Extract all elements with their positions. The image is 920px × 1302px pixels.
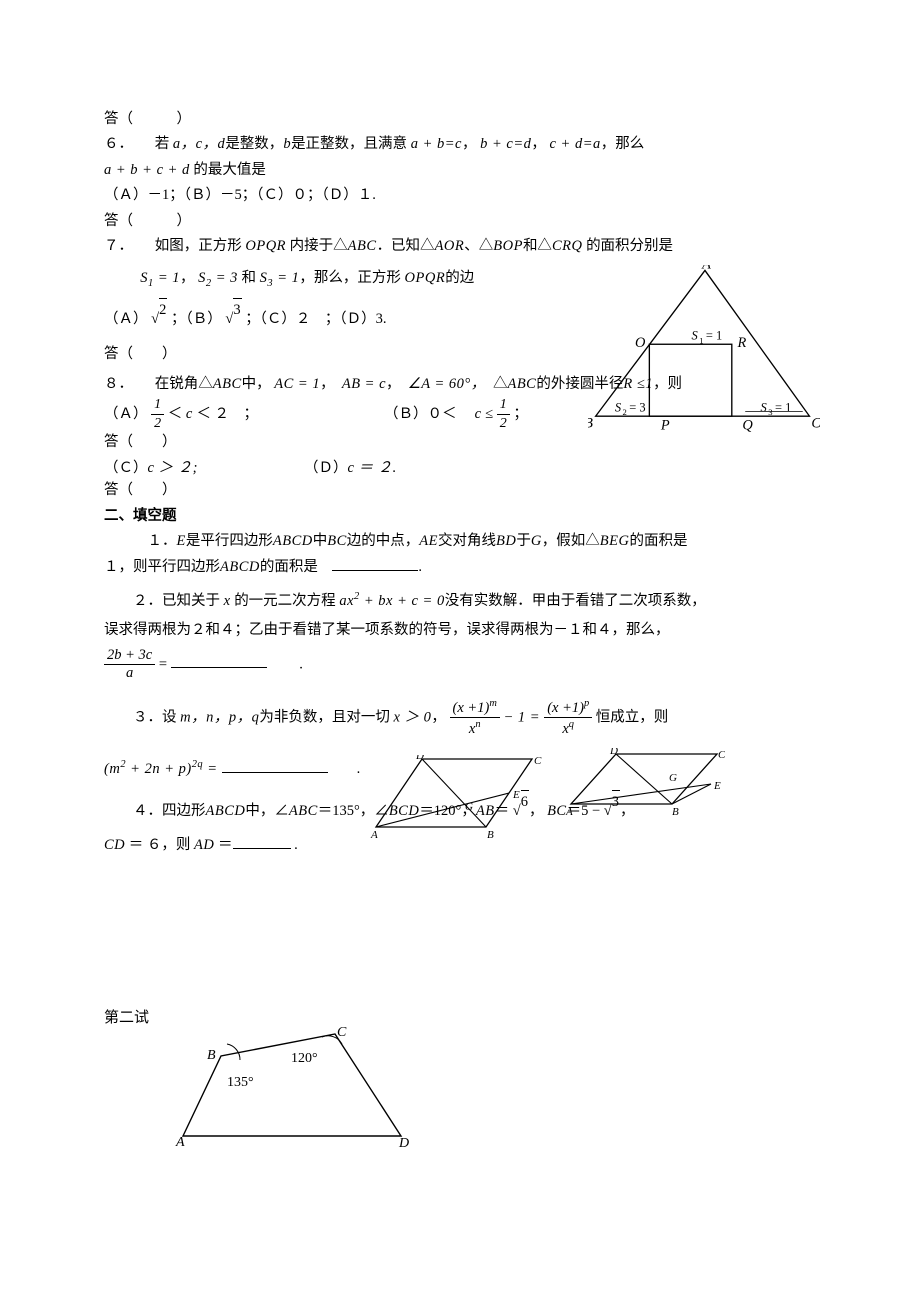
- test2-heading: 第二试: [104, 859, 822, 1030]
- fillq1-line2: １，则平行四边形ABCD的面积是 .: [104, 556, 822, 578]
- exam-page: 答（ ） ６． 若 a，c，d是整数，b是正整数，且满意 a + b=c， b …: [0, 0, 920, 1302]
- q6-no: ６．: [104, 136, 126, 152]
- frac-x1m-xn: (x +1)m xn: [450, 699, 500, 738]
- root-icon: √3: [225, 307, 241, 330]
- svg-text:G: G: [669, 772, 677, 784]
- svg-text:B: B: [487, 829, 494, 839]
- svg-text:B: B: [588, 416, 593, 432]
- svg-text:B: B: [207, 1048, 216, 1063]
- q5-answer-line: 答（ ）: [104, 108, 822, 130]
- q8-choice-c: （Ｃ）c ＞ ２;: [104, 457, 304, 479]
- svg-text:A: A: [175, 1135, 185, 1148]
- svg-text:A: A: [701, 265, 711, 273]
- fillq3-no: ３．: [133, 710, 162, 726]
- svg-text:S: S: [761, 400, 768, 414]
- svg-text:= 1: = 1: [775, 400, 791, 414]
- q7-line1: ７． 如图，正方形 OPQR 内接于△ABC．已知△AOR、△BOP和△CRQ …: [104, 235, 822, 257]
- svg-text:A: A: [565, 806, 573, 816]
- svg-text:D: D: [398, 1136, 409, 1148]
- svg-text:3: 3: [768, 407, 772, 417]
- q6-choices: （Ａ）－1；（Ｂ）－5；（Ｃ）０；（Ｄ）１.: [104, 184, 822, 206]
- svg-text:120°: 120°: [291, 1051, 318, 1066]
- q8-no: ８．: [104, 376, 126, 392]
- svg-text:R: R: [737, 335, 747, 351]
- svg-text:B: B: [672, 806, 679, 816]
- q7-line2: S1 = 1， S2 = 3 和 S3 = 1，那么，正方形 OPQR的边: [104, 261, 570, 298]
- fillq3-line1: ３．设 m，n，p，q为非负数，且对一切 x ＞ 0， (x +1)m xn −…: [104, 685, 822, 738]
- svg-text:1: 1: [699, 335, 703, 345]
- q7-no: ７．: [104, 238, 126, 254]
- fillq2-line2: 误求得两根为２和４；乙由于看错了某一项系数的符号，误求得两根为－１和４，那么，: [104, 615, 822, 641]
- root-icon: √2: [151, 307, 167, 330]
- fillq4-diagram: A B C D 135° 120°: [173, 1026, 415, 1146]
- svg-text:Q: Q: [742, 418, 753, 434]
- svg-text:2: 2: [623, 407, 627, 417]
- fill-heading: 二、填空题: [104, 505, 822, 527]
- fillq1-line1: １．E是平行四边形ABCD中BC边的中点，AE交对角线BD于G，假如△BEG的面…: [104, 530, 822, 552]
- q7-diagram: A B C O R P Q S 1 = 1 S 2 = 3 S 3 = 1: [588, 265, 820, 442]
- q6-answer: 答（ ）: [104, 210, 822, 232]
- fillq1-no: １．: [148, 533, 177, 549]
- fill-blank: [222, 771, 328, 773]
- fillq2-line3: 2b + 3ca = .: [104, 645, 822, 682]
- q6-line2: a + b + c + d 的最大值是: [104, 159, 822, 181]
- svg-text:= 1: = 1: [706, 328, 722, 342]
- q8-choices-row2: （Ｃ）c ＞ ２; （Ｄ）c ＝ ２.: [104, 457, 822, 479]
- svg-text:P: P: [660, 418, 670, 434]
- fill-blank: [233, 847, 291, 849]
- svg-text:A: A: [370, 829, 378, 839]
- fillq4-no: ４．: [133, 803, 162, 819]
- frac-2b3c-over-a: 2b + 3ca: [104, 648, 155, 682]
- root-icon: √6: [513, 799, 529, 822]
- q6-line1: ６． 若 a，c，d是整数，b是正整数，且满意 a + b=c， b + c=d…: [104, 133, 822, 155]
- svg-text:G: G: [465, 801, 473, 813]
- q8-ans-blank2: 答（ ）: [104, 479, 822, 501]
- root-icon: √3: [604, 799, 620, 822]
- q8-choice-a: （Ａ） 12 ＜ c ＜ ２ ；: [104, 398, 384, 431]
- fill-blank: [332, 569, 418, 571]
- svg-text:C: C: [337, 1026, 347, 1040]
- svg-text:135°: 135°: [227, 1075, 254, 1090]
- frac-x1p-xq: (x +1)p xq: [544, 699, 592, 738]
- svg-text:D: D: [609, 748, 618, 757]
- svg-text:C: C: [811, 416, 820, 432]
- fill-blank: [171, 666, 267, 668]
- svg-text:O: O: [635, 335, 646, 351]
- q8-choice-d: （Ｄ）c ＝ ２.: [304, 457, 397, 479]
- fillq2-no: ２．: [133, 593, 162, 609]
- svg-text:C: C: [534, 755, 542, 767]
- q8-choice-b: （Ｂ）０＜ c ≤ 12 ；: [384, 398, 528, 431]
- svg-text:S: S: [692, 328, 699, 342]
- svg-text:C: C: [718, 749, 725, 761]
- svg-text:D: D: [415, 755, 424, 762]
- svg-text:E: E: [713, 780, 721, 792]
- fillq2-line1: ２．已知关于 x 的一元二次方程 ax2 + bx + c = 0没有实数解．甲…: [104, 581, 822, 612]
- frac-half: 12: [497, 398, 510, 431]
- frac-half: 12: [151, 398, 164, 431]
- svg-text:S: S: [615, 400, 622, 414]
- svg-text:= 3: = 3: [629, 400, 645, 414]
- fillq2-diagram-b: A B C D E G: [565, 748, 725, 823]
